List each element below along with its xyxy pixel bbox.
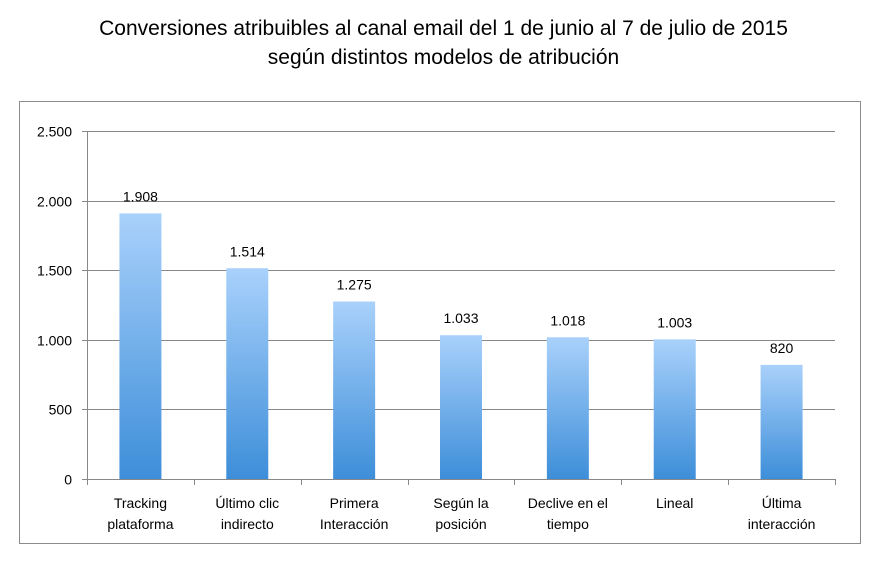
chart-title-line-2: según distintos modelos de atribución xyxy=(267,46,620,69)
x-tick-label: Última xyxy=(762,495,802,511)
bar xyxy=(440,335,482,479)
bar xyxy=(119,213,162,479)
x-tick-label: Según la xyxy=(433,495,488,511)
bar xyxy=(333,301,376,479)
data-label: 1.033 xyxy=(443,310,478,326)
data-label: 1.003 xyxy=(657,314,692,330)
x-tick-label: interacción xyxy=(748,516,816,532)
y-tick-label: 2.500 xyxy=(37,124,72,140)
x-tick-label: Lineal xyxy=(656,495,693,511)
x-tick-label: tiempo xyxy=(547,516,589,532)
y-tick-label: 2.000 xyxy=(37,194,72,210)
x-tick-label: Interacción xyxy=(320,516,388,532)
y-axis: 0 500 1.000 1.500 2.000 2.500 xyxy=(37,124,88,488)
x-axis: Tracking plataforma Último clic indirecto Pr… xyxy=(87,479,836,532)
y-tick-label: 1.500 xyxy=(37,263,72,279)
chart-frame xyxy=(19,101,861,544)
y-tick-label: 0 xyxy=(64,472,72,488)
y-tick-label: 1.000 xyxy=(37,333,72,349)
data-label: 1.514 xyxy=(230,243,265,259)
x-tick-label: indirecto xyxy=(221,516,274,532)
x-tick-label: posición xyxy=(435,516,486,532)
x-tick-label: Último clic xyxy=(215,495,279,511)
data-label: 1.018 xyxy=(550,312,585,328)
bar xyxy=(546,337,589,479)
y-tick-label: 500 xyxy=(49,402,73,418)
data-labels: 1.908 1.514 1.275 1.033 1.018 1.003 820 xyxy=(123,188,794,355)
chart-title-line-1: Conversiones atribuibles al canal email … xyxy=(99,17,788,40)
data-label: 1.908 xyxy=(123,188,158,204)
bars xyxy=(119,213,803,479)
x-tick-label: Tracking xyxy=(114,495,167,511)
x-tick-label: plataforma xyxy=(107,516,173,532)
data-label: 1.275 xyxy=(337,277,372,293)
x-tick-label: Primera xyxy=(330,495,379,511)
x-tick-label: Declive en el xyxy=(528,495,608,511)
bar xyxy=(226,268,269,479)
data-label: 820 xyxy=(770,340,794,356)
bar xyxy=(760,364,803,479)
chart-title: Conversiones atribuibles al canal email … xyxy=(0,14,887,72)
bar xyxy=(653,339,696,479)
